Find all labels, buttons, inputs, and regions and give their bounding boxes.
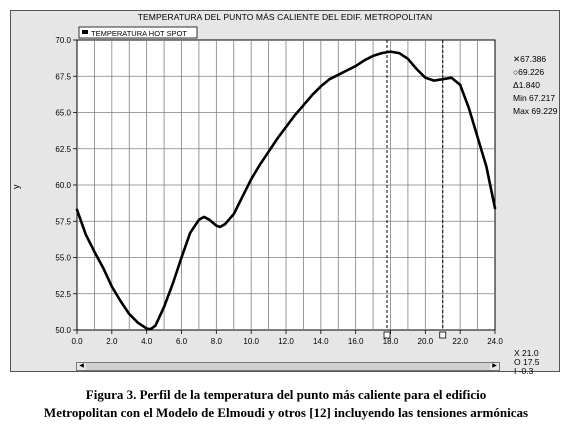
- x-tick-label: 2.0: [106, 337, 118, 346]
- horizontal-scrollbar[interactable]: ◀ ▶: [76, 362, 500, 371]
- y-tick-label: 55.0: [55, 254, 71, 263]
- readout-o-value: 69.226: [518, 67, 545, 77]
- x-tick-label: 10.0: [243, 337, 259, 346]
- figure-caption: Figura 3. Perfil de la temperatura del p…: [0, 386, 572, 422]
- readout-max: Max 69.229: [513, 106, 558, 116]
- y-axis-label: y: [11, 184, 21, 189]
- legend-label: TEMPERATURA HOT SPOT: [91, 29, 187, 38]
- x-tick-label: 8.0: [211, 337, 223, 346]
- cursor-x-text: X 21.0: [514, 348, 539, 358]
- legend-swatch: [82, 30, 88, 34]
- cursor-readout: X 21.0 O 17.5 I -0.3: [514, 349, 540, 376]
- scroll-left-button[interactable]: ◀: [77, 363, 86, 370]
- y-tick-label: 60.0: [55, 181, 71, 190]
- cursor-x-marker: [439, 331, 447, 339]
- y-tick-label: 52.5: [55, 290, 71, 299]
- readout-x: ✕67.386: [513, 54, 547, 64]
- readout-delta-value: 1.840: [518, 80, 540, 90]
- y-tick-label: 50.0: [55, 326, 71, 335]
- caption-line-2: Metropolitan con el Modelo de Elmoudi y …: [43, 405, 529, 420]
- chart-window: TEMPERATURA DEL PUNTO MÁS CALIENTE DEL E…: [10, 10, 560, 376]
- grid-layer: [77, 40, 495, 330]
- y-tick-label: 57.5: [55, 217, 71, 226]
- readout-delta: Δ1.840: [513, 80, 540, 90]
- x-tick-label: 18.0: [383, 337, 399, 346]
- series-line-hot-spot: [75, 50, 497, 331]
- scroll-right-button[interactable]: ▶: [490, 363, 499, 370]
- y-tick-label: 70.0: [55, 36, 71, 45]
- readout-x-value: 67.386: [520, 54, 547, 64]
- x-tick-label: 16.0: [348, 337, 364, 346]
- x-tick-label: 22.0: [452, 337, 468, 346]
- x-tick-label: 6.0: [176, 337, 188, 346]
- readout-o: ○69.226: [513, 67, 545, 77]
- y-tick-label: 65.0: [55, 109, 71, 118]
- x-tick-label: 4.0: [141, 337, 153, 346]
- cursor-layer: [383, 40, 447, 339]
- readout-min: Min 67.217: [513, 93, 556, 103]
- cursor-o-marker: [383, 331, 391, 339]
- chart-svg: 0.0 2.0 4.0 6.0 8.0 10.0 12.0 14.0 16.0 18.0 20.0 2…: [11, 26, 503, 346]
- y-tick-label: 67.5: [55, 72, 71, 81]
- cursor-delta-text: I -0.3: [514, 366, 534, 376]
- x-tick-label: 0.0: [71, 337, 83, 346]
- x-tick-label: 24.0: [487, 337, 503, 346]
- cursor-o-text: O 17.5: [514, 357, 540, 367]
- x-tick-label: 12.0: [278, 337, 294, 346]
- series-layer: [75, 50, 497, 331]
- x-tick-label: 20.0: [418, 337, 434, 346]
- x-tick-label: 14.0: [313, 337, 329, 346]
- legend-box: [78, 26, 198, 39]
- legend: TEMPERATURA HOT SPOT: [78, 26, 198, 39]
- chart-title: TEMPERATURA DEL PUNTO MÁS CALIENTE DEL E…: [137, 12, 433, 22]
- y-tick-label: 62.5: [55, 145, 71, 154]
- axis-layer: 0.0 2.0 4.0 6.0 8.0 10.0 12.0 14.0 16.0 18.0 20.0 2…: [55, 36, 503, 346]
- value-readout: ✕67.386 ○69.226 Δ1.840 Min 67.217 Max 69…: [513, 53, 557, 118]
- caption-line-1: Figura 3. Perfil de la temperatura del p…: [85, 387, 487, 402]
